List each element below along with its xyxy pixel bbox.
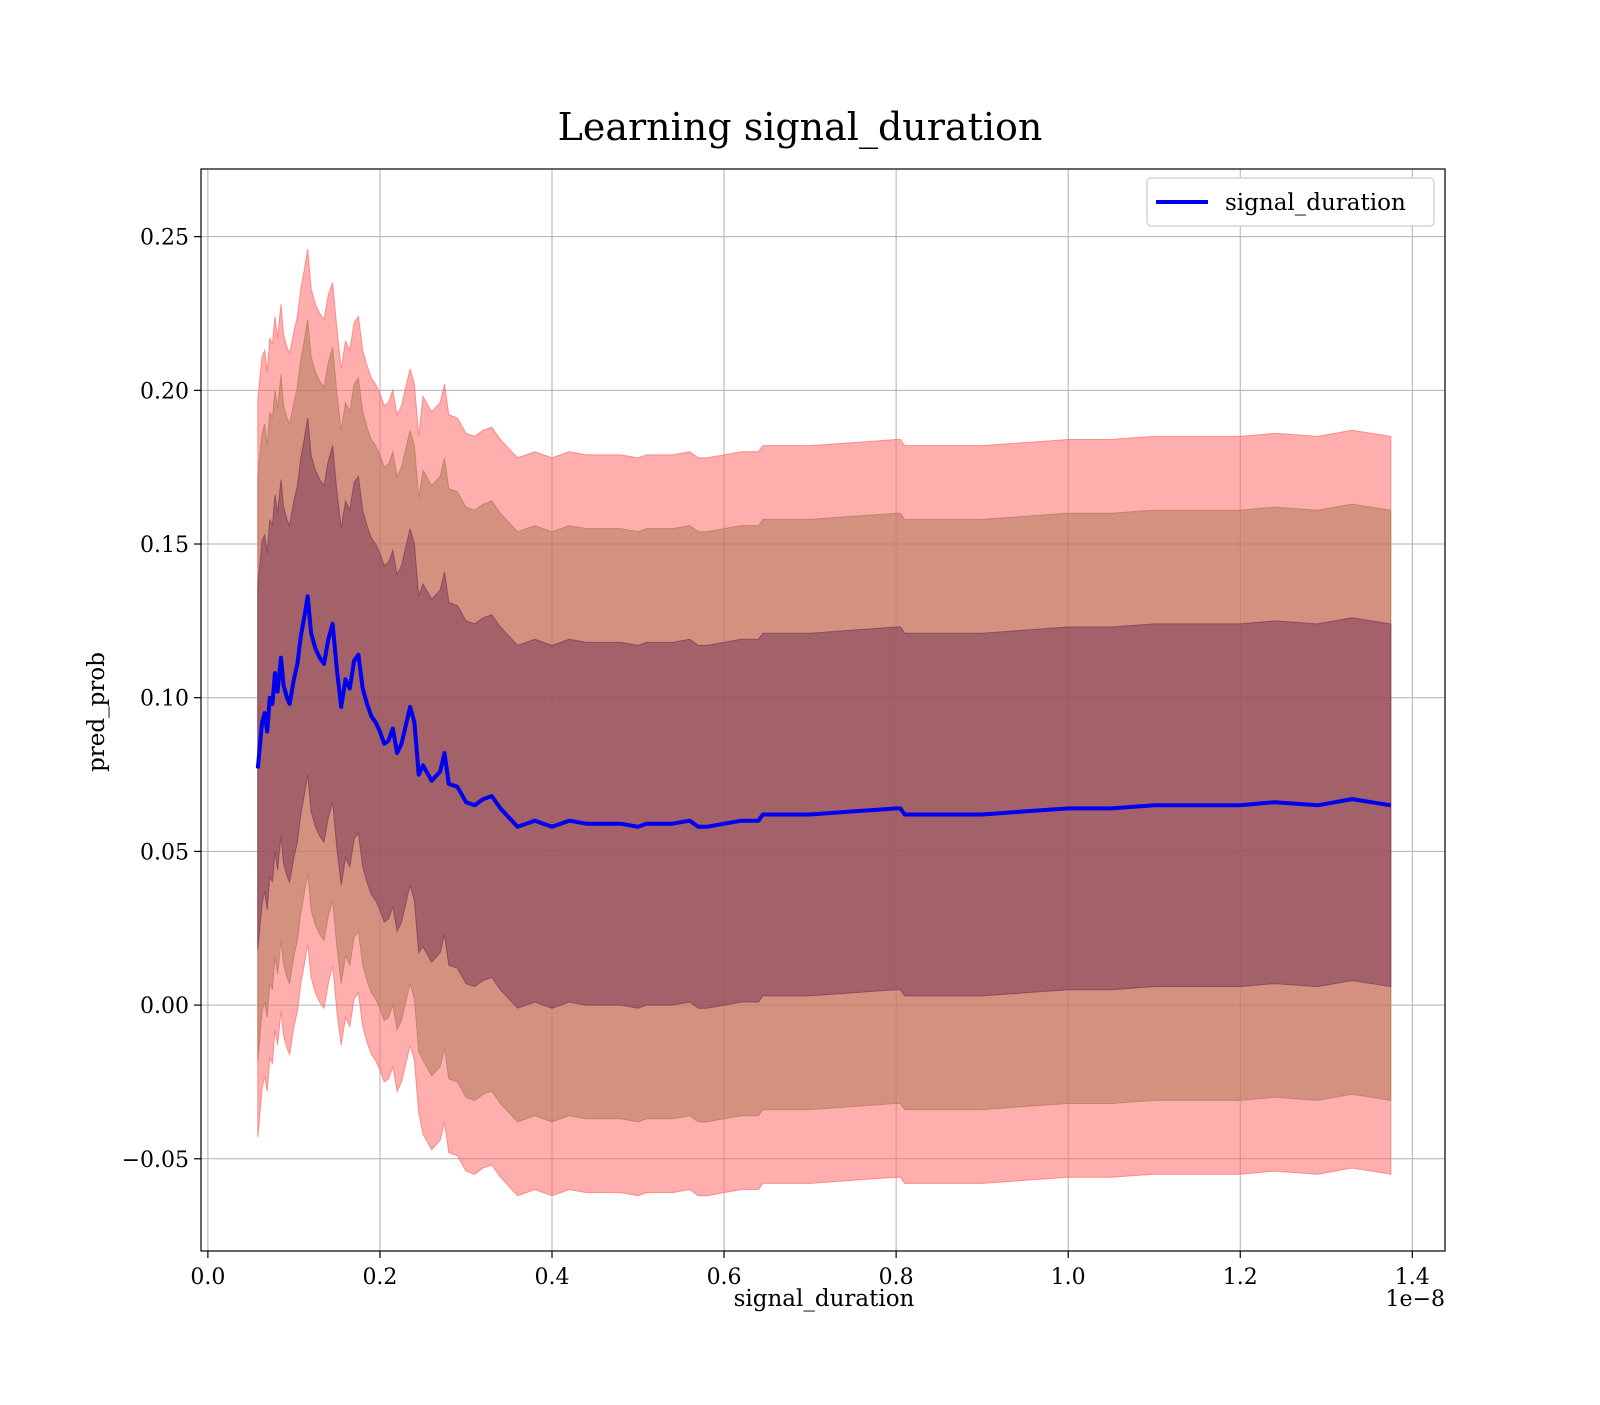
x-tick-label-4: 0.8 [879, 1265, 914, 1290]
y-tick-label-6: 0.25 [140, 226, 189, 251]
x-tick-label-2: 0.4 [535, 1265, 570, 1290]
y-tick-label-2: 0.05 [140, 840, 189, 865]
band-2 [257, 417, 1392, 1009]
x-axis-label: signal_duration [734, 1286, 915, 1312]
legend-label: signal_duration [1225, 190, 1406, 216]
x-tick-label-7: 1.4 [1395, 1265, 1430, 1290]
y-tick-label-4: 0.15 [140, 533, 189, 558]
y-axis-ticks: −0.05 0.00 0.05 0.10 0.15 0.20 0.25 [122, 226, 201, 1173]
x-tick-label-3: 0.6 [707, 1265, 742, 1290]
y-tick-label-3: 0.10 [140, 687, 189, 712]
plot-frame [200, 168, 1446, 1252]
series-lines [255, 594, 1392, 829]
legend: signal_duration [1146, 177, 1435, 227]
x-tick-label-1: 0.2 [362, 1265, 397, 1290]
legend-box [1146, 177, 1435, 227]
x-tick-label-6: 1.2 [1223, 1265, 1258, 1290]
y-tick-label-1: 0.00 [140, 994, 189, 1019]
x-axis-ticks: 0.0 0.2 0.4 0.6 0.8 1.0 1.2 1.4 [190, 1251, 1430, 1290]
x-tick-label-0: 0.0 [190, 1265, 225, 1290]
chart-title: Learning signal_duration [558, 105, 1043, 150]
series-line-signal-duration [255, 594, 1392, 829]
x-axis-offset-label: 1e−8 [1386, 1287, 1445, 1312]
y-tick-label-0: −0.05 [122, 1148, 189, 1173]
x-tick-label-5: 1.0 [1051, 1265, 1086, 1290]
y-tick-label-5: 0.20 [140, 379, 189, 404]
y-axis-label: pred_prob [84, 652, 110, 772]
confidence-bands [257, 248, 1392, 1197]
